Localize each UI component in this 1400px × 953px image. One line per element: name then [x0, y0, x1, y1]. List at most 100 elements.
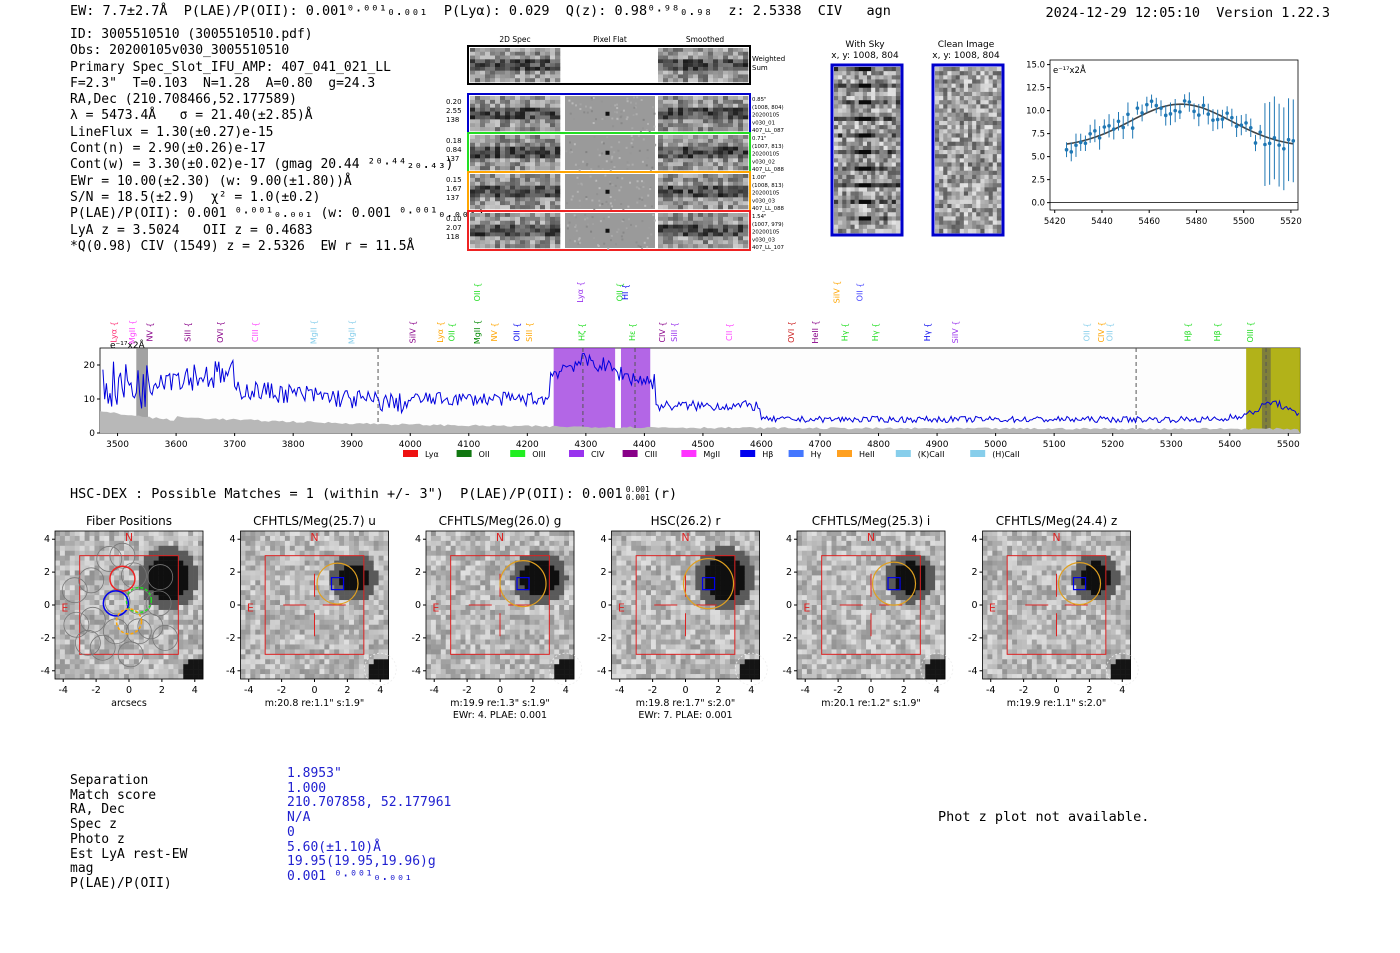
- cutout-pixel: [838, 91, 843, 97]
- cutout-pixel: [74, 570, 80, 576]
- cutout-pixel: [980, 91, 985, 97]
- legend-swatch: [837, 450, 852, 457]
- cutout-pixel: [314, 590, 320, 596]
- cutout-pixel: [951, 170, 956, 176]
- spectrum-pixel: [743, 48, 749, 53]
- spectrum-pixel: [708, 181, 714, 186]
- cutout-pixel: [299, 634, 305, 640]
- cutout-pixel: [939, 208, 944, 213]
- spectrum-pixel: [668, 55, 674, 60]
- cutout-pixel: [158, 644, 164, 650]
- cutout-pixel: [74, 531, 80, 537]
- flat-speckle: [613, 198, 616, 201]
- spectrum-pixel: [738, 181, 744, 186]
- cutout-pixel: [158, 575, 164, 581]
- spectrum-pixel: [718, 123, 724, 128]
- spectrum-pixel: [703, 213, 709, 218]
- spectrum-pixel: [500, 142, 506, 147]
- cutout-pixel: [294, 639, 300, 645]
- spectrum-pixel: [723, 59, 729, 64]
- spectrum-pixel: [703, 174, 709, 179]
- cutout-pixel: [89, 575, 95, 581]
- cutout-pixel: [959, 228, 965, 234]
- cutout-pixel: [240, 614, 246, 621]
- spectrum-pixel: [668, 138, 674, 144]
- flat-speckle: [572, 234, 575, 237]
- cutout-pixel: [64, 629, 71, 635]
- cutout-pixel: [992, 216, 998, 221]
- cutout-pixel: [314, 659, 320, 665]
- spectrum-pixel: [485, 107, 491, 112]
- spectrum-pixel: [703, 177, 709, 183]
- spectrum-pixel: [545, 142, 551, 147]
- spectrum-pixel: [495, 111, 501, 116]
- spectrum-pixel: [540, 138, 546, 144]
- cutout-pixel: [858, 87, 864, 93]
- spectrum-pixel: [733, 154, 739, 159]
- spectrum-pixel: [693, 96, 699, 101]
- spectrum-pixel: [728, 119, 734, 124]
- cutout-pixel: [148, 674, 154, 680]
- cutout-pixel: [867, 83, 872, 89]
- cutout-pixel: [94, 575, 100, 581]
- legend-swatch: [681, 450, 697, 457]
- cutout-pixel: [59, 614, 66, 621]
- cutout-pixel: [951, 104, 956, 109]
- cutout-pixel: [988, 91, 994, 97]
- cutout-pixel: [972, 195, 977, 201]
- cutout-pixel: [188, 669, 194, 675]
- cutout-pixel: [959, 170, 965, 176]
- cutout-pixel: [867, 199, 872, 205]
- cutout-pixel: [270, 550, 276, 556]
- spectrum-pixel: [733, 205, 739, 210]
- flat-speckle: [571, 151, 574, 154]
- spectrum-pixel: [540, 135, 546, 140]
- spectrum-pixel: [708, 154, 714, 159]
- cutout-pixel: [314, 555, 320, 561]
- cutout-pixel: [109, 560, 115, 566]
- spectrum-xtick-label: 4200: [516, 440, 539, 450]
- spectrum-pixel: [540, 127, 546, 132]
- cutout-pixel: [299, 565, 305, 571]
- spectrum-pixel: [515, 135, 521, 140]
- spectrum-pixel: [743, 189, 749, 194]
- spectrum-pixel: [495, 240, 501, 245]
- cutout-pixel: [838, 208, 843, 213]
- spectrum-pixel: [743, 174, 749, 179]
- cutout-pixel: [59, 644, 66, 650]
- spectrum-pixel: [733, 197, 739, 202]
- info-line: Primary Spec_Slot_IFU_AMP: 407_041_021_L…: [70, 59, 391, 75]
- cutout-pixel: [846, 71, 851, 76]
- fiber-circle: [78, 567, 105, 594]
- cutout-pixel: [304, 535, 310, 542]
- cutout-pixel: [976, 158, 981, 163]
- cutout-pixel: [891, 104, 897, 109]
- flat-speckle: [653, 219, 656, 222]
- cutout-pixel: [875, 187, 880, 192]
- fiber-row-meta: v030_03: [752, 237, 775, 243]
- cutout-pixel: [114, 555, 120, 561]
- flat-speckle: [626, 168, 629, 171]
- cutout-pixel: [284, 674, 291, 680]
- fiber-circle: [125, 618, 152, 645]
- spectrum-pixel: [693, 51, 699, 56]
- cutout-pixel: [255, 545, 261, 552]
- flat-speckle: [569, 141, 572, 144]
- spectrum-pixel: [530, 150, 536, 155]
- spectrum-pixel: [688, 55, 694, 60]
- spectrum-pixel: [545, 213, 551, 218]
- cutout-pixel: [955, 67, 961, 72]
- flat-speckle: [644, 204, 647, 207]
- cutout-pixel: [883, 116, 888, 122]
- flat-speckle: [609, 202, 612, 205]
- cutout-pixel: [984, 183, 989, 188]
- cutout-pixel: [245, 535, 251, 542]
- spectrum-pixel: [713, 201, 719, 206]
- spectrum-pixel: [723, 240, 729, 245]
- cutout-pixel: [838, 79, 843, 84]
- spectrum-pixel: [718, 63, 724, 68]
- cutout-pixel: [255, 624, 261, 630]
- spectrum-pixel: [733, 66, 739, 71]
- flat-speckle: [619, 221, 622, 224]
- cutout-pixel: [74, 555, 80, 561]
